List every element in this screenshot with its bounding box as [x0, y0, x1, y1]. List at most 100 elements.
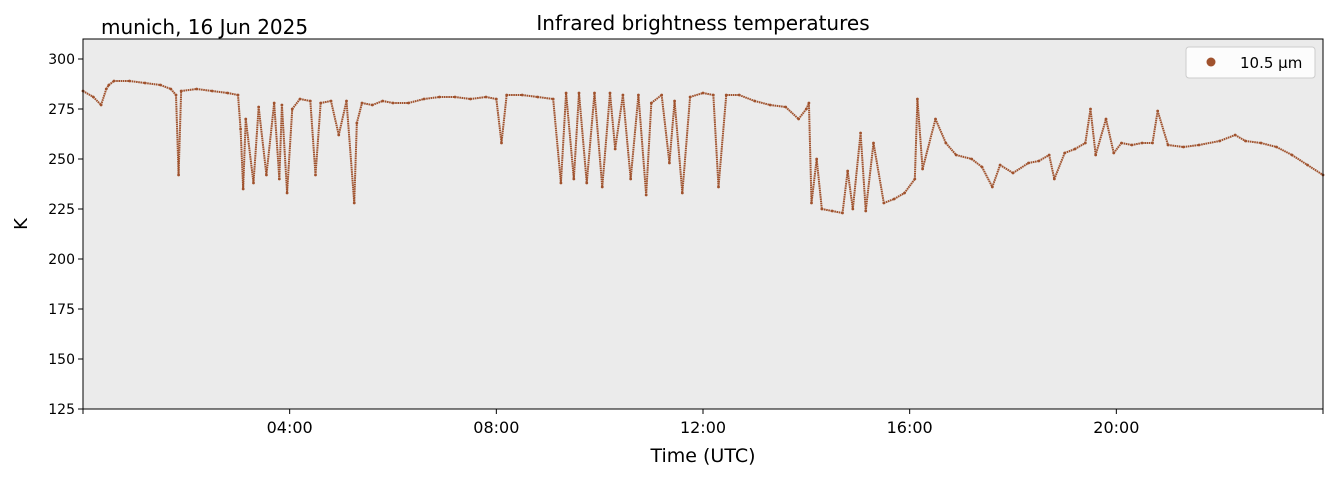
series-trace-segment	[470, 96, 487, 100]
data-point	[1094, 153, 1098, 157]
y-tick-label: 150	[48, 352, 75, 368]
legend-box	[1185, 46, 1316, 79]
data-point	[629, 177, 633, 181]
legend-marker	[1206, 57, 1216, 67]
series-trace-segment	[320, 100, 332, 104]
data-point	[1151, 141, 1154, 145]
data-point	[820, 207, 824, 211]
chart-title: Infrared brightness temperatures	[536, 11, 869, 35]
data-point	[1197, 143, 1201, 147]
data-point	[484, 95, 488, 99]
data-point	[391, 101, 395, 105]
series-trace-segment	[239, 128, 245, 190]
series-trace-segment	[100, 88, 108, 106]
series-trace-segment	[382, 100, 394, 104]
series-trace-segment	[1198, 140, 1220, 146]
data-point	[559, 181, 563, 185]
series-trace-segment	[500, 94, 508, 144]
series-trace-segment	[601, 92, 611, 188]
data-point	[644, 193, 648, 197]
y-tick-label: 225	[48, 202, 75, 218]
data-point	[469, 97, 472, 101]
data-point	[319, 101, 323, 105]
series-trace-segment	[681, 96, 692, 194]
data-point	[1166, 143, 1170, 147]
series-trace-segment	[807, 102, 813, 204]
data-point	[308, 99, 312, 103]
series-trace-segment	[1291, 154, 1309, 166]
data-point	[851, 207, 855, 211]
series-trace-segment	[945, 142, 957, 156]
x-tick-label: 12:00	[680, 418, 726, 437]
plot-area	[83, 39, 1323, 409]
series-trace-segment	[129, 80, 146, 84]
series-trace-segment	[921, 118, 937, 170]
data-point	[815, 157, 819, 161]
data-point	[236, 93, 240, 97]
series-trace-segment	[1064, 148, 1076, 154]
x-axis-label: Time (UTC)	[649, 445, 755, 467]
data-point	[724, 93, 728, 97]
series-trace-segment	[242, 118, 247, 190]
series-trace-segment	[408, 98, 425, 104]
data-point	[355, 121, 359, 125]
series-10-5-um-points	[81, 79, 1325, 215]
data-point	[830, 209, 834, 213]
data-point	[585, 181, 589, 185]
data-point	[1306, 163, 1309, 167]
data-point	[892, 197, 896, 201]
series-trace-segment	[144, 82, 161, 86]
series-trace-segment	[593, 92, 604, 188]
series-trace-segment	[864, 142, 875, 212]
x-tick-label: 16:00	[887, 418, 933, 437]
series-trace-segment	[314, 102, 322, 176]
series-trace-segment	[859, 132, 867, 212]
series-trace-segment	[883, 198, 895, 204]
series-trace-segment	[355, 102, 363, 124]
data-point	[128, 79, 131, 83]
data-point	[1140, 141, 1144, 145]
series-trace-segment	[1038, 154, 1050, 162]
data-point	[381, 99, 385, 103]
y-tick-label: 200	[48, 252, 75, 268]
y-axis-ticks: 125 150 175 200 225 250 275 300	[48, 52, 83, 418]
data-point	[701, 91, 705, 95]
data-point	[277, 177, 281, 181]
data-point	[990, 185, 994, 189]
series-trace-segment	[1131, 142, 1143, 146]
series-trace-segment	[280, 104, 289, 194]
series-trace-segment	[1219, 134, 1236, 142]
series-trace-segment	[160, 84, 172, 90]
data-point	[104, 87, 108, 91]
series-trace-segment	[522, 94, 538, 98]
y-tick-label: 275	[48, 102, 75, 118]
data-point	[239, 127, 242, 131]
data-point	[360, 101, 364, 105]
data-point	[1259, 141, 1263, 145]
data-point	[804, 107, 808, 111]
series-trace-segment	[361, 102, 373, 106]
series-trace-segment	[585, 92, 596, 184]
series-trace-segment	[1048, 154, 1056, 180]
series-trace-segment	[330, 100, 340, 136]
data-point	[1112, 151, 1116, 155]
data-point	[143, 81, 147, 85]
series-trace-segment	[913, 98, 919, 180]
series-trace-segment	[537, 96, 554, 100]
data-point	[572, 177, 576, 181]
data-point	[265, 173, 268, 177]
data-point	[564, 91, 568, 95]
plot-frame	[82, 38, 1324, 410]
series-trace-segment	[237, 94, 242, 130]
series-trace-segment	[841, 170, 849, 214]
series-trace-segment	[1028, 160, 1040, 164]
series-trace-segment	[345, 100, 356, 204]
data-point	[649, 101, 653, 105]
data-point	[998, 163, 1002, 167]
series-trace-segment	[565, 92, 575, 180]
data-point	[673, 99, 676, 103]
series-trace-segment	[1084, 108, 1092, 144]
legend: 10.5 µm	[1185, 46, 1316, 79]
series-trace-segment	[637, 94, 648, 196]
series-trace-segment	[770, 104, 786, 108]
